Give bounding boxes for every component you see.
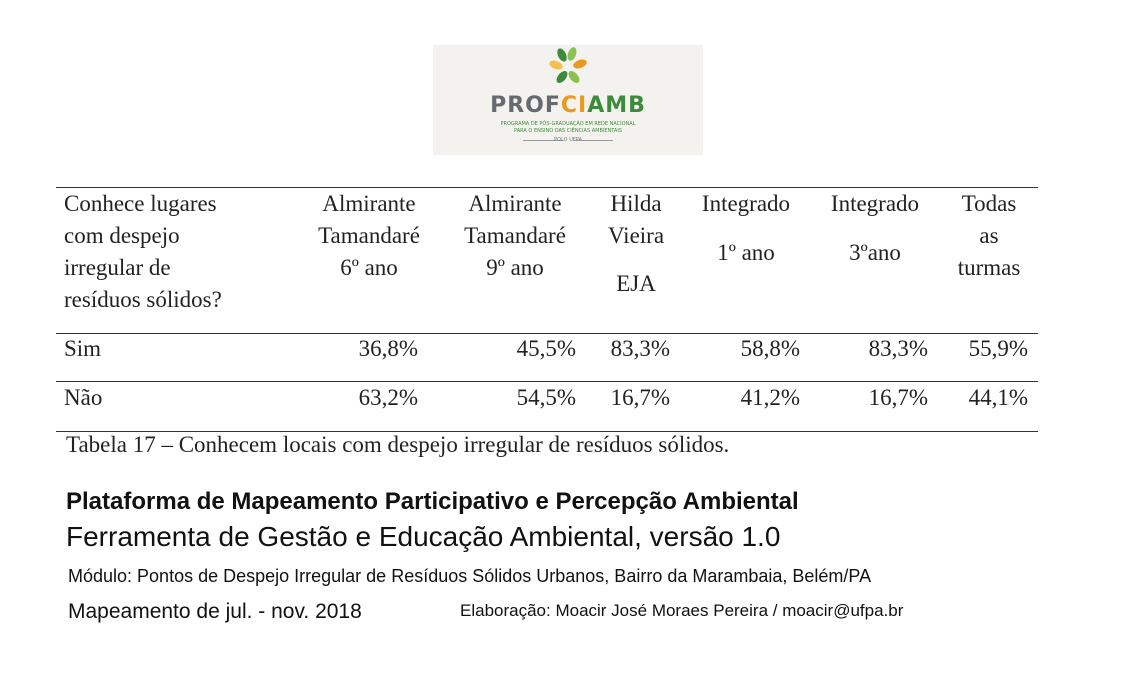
col-header-integrado-1-line-2: 1º ano [717, 240, 775, 265]
cell-nao-almirante-9: 54,5% [516, 385, 576, 410]
cell-sim-todas: 55,9% [968, 336, 1028, 361]
survey-table: Conhece lugares com despejo irregular de… [56, 187, 1038, 433]
cell-nao-integrado-1: 41,2% [740, 385, 800, 410]
col-header-eja-line-1: Hilda [610, 191, 662, 216]
col-header-integrado-1-line-1: Integrado [701, 191, 791, 216]
cell-nao-integrado-3: 16,7% [868, 385, 928, 410]
logo-part-amb: AMB [587, 93, 646, 118]
cell-sim-almirante-9: 45,5% [516, 336, 576, 361]
platform-title: Plataforma de Mapeamento Participativo e… [66, 488, 799, 515]
logo-wordmark: PROFCIAMB [433, 94, 703, 118]
col-header-todas-line-2: as [979, 223, 999, 248]
question-line-4: resíduos sólidos? [64, 287, 222, 312]
col-header-almirante-9-line-1: Almirante [468, 191, 562, 216]
col-header-almirante-6-line-1: Almirante [322, 191, 416, 216]
logo-tagline-3: POLO UFPA [554, 137, 582, 143]
cell-nao-almirante-6: 63,2% [358, 385, 418, 410]
table-caption: Tabela 17 – Conhecem locais com despejo … [66, 432, 730, 457]
cell-sim-almirante-6: 36,8% [358, 336, 418, 361]
col-header-almirante-9-line-2: Tamandaré [464, 223, 566, 248]
col-header-todas-line-1: Todas [961, 191, 1017, 216]
col-header-almirante-6-line-3: 6º ano [340, 255, 398, 280]
table-header-rule [56, 333, 1038, 334]
logo-part-prof: PROF [490, 93, 561, 118]
col-header-eja-line-3: EJA [616, 271, 656, 296]
logo-tagline-1: PROGRAMA DE PÓS-GRADUAÇÃO EM REDE NACION… [500, 121, 636, 127]
logo-divider-right [573, 140, 613, 141]
col-header-integrado-3-line-2: 3ºano [849, 240, 901, 265]
mapping-period: Mapeamento de jul. - nov. 2018 [68, 600, 362, 623]
cell-nao-eja: 16,7% [610, 385, 670, 410]
cell-sim-integrado-1: 58,8% [740, 336, 800, 361]
question-line-3: irregular de [64, 255, 171, 280]
profciamb-logo: PROFCIAMB PROGRAMA DE PÓS-GRADUAÇÃO EM R… [433, 45, 703, 155]
table-row-rule [56, 381, 1038, 382]
question-line-2: com despejo [64, 223, 180, 248]
logo-tagline-2: PARA O ENSINO DAS CIÊNCIAS AMBIENTAIS [514, 128, 622, 134]
logo-divider-left [523, 140, 563, 141]
col-header-almirante-6-line-2: Tamandaré [318, 223, 420, 248]
platform-subtitle: Ferramenta de Gestão e Educação Ambienta… [66, 521, 781, 552]
module-description: Módulo: Pontos de Despejo Irregular de R… [68, 566, 872, 586]
col-header-integrado-3-line-1: Integrado [830, 191, 920, 216]
leaf-emblem-icon [549, 47, 587, 83]
cell-sim-eja: 83,3% [610, 336, 670, 361]
table-bottom-rule [56, 431, 1038, 432]
row-label-nao: Não [64, 385, 103, 410]
author-credit: Elaboração: Moacir José Moraes Pereira /… [460, 601, 904, 620]
cell-sim-integrado-3: 83,3% [868, 336, 928, 361]
table-top-rule [56, 187, 1038, 188]
col-header-todas-line-3: turmas [957, 255, 1021, 280]
logo-part-ci: CI [560, 93, 588, 118]
row-label-sim: Sim [64, 336, 102, 361]
col-header-almirante-9-line-3: 9º ano [486, 255, 544, 280]
question-line-1: Conhece lugares [64, 191, 217, 216]
col-header-eja-line-2: Vieira [607, 223, 665, 248]
cell-nao-todas: 44,1% [968, 385, 1028, 410]
